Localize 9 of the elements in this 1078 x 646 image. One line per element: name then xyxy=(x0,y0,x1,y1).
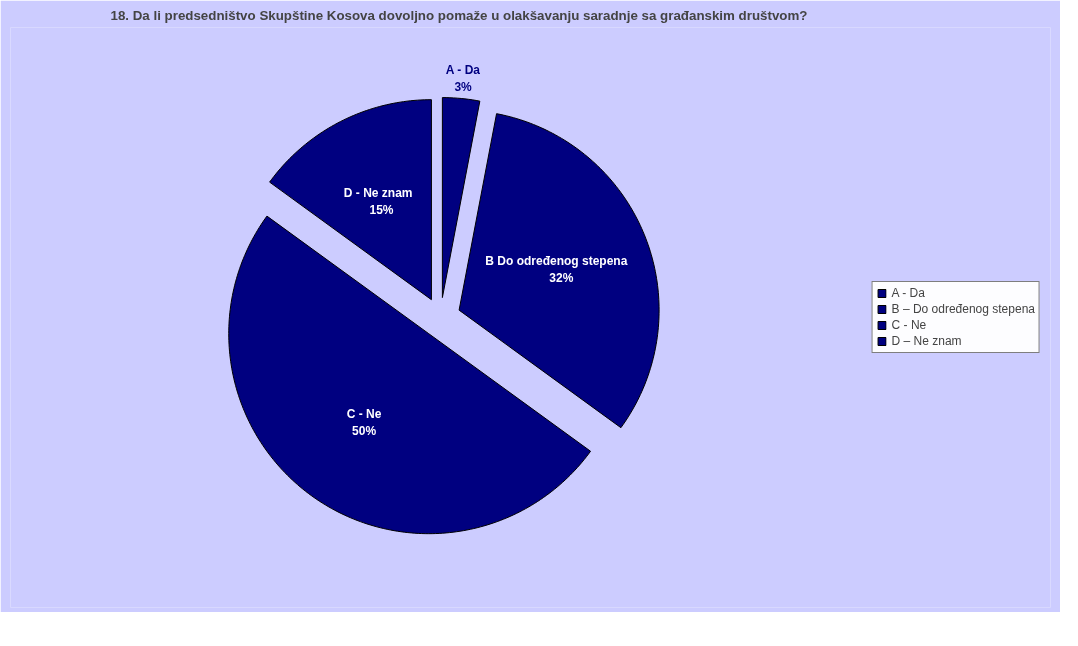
legend-label: C - Ne xyxy=(891,318,927,332)
chart-title: 18. Da li predsedništvo Skupštine Kosova dovoljno pomaže u olakšavanju saradnje sa građanskim društvom? xyxy=(110,7,808,23)
legend-label: A - Da xyxy=(891,286,925,300)
data-label: A - Da 3% xyxy=(445,63,481,94)
data-label: D - Ne znam 15% xyxy=(343,186,413,218)
legend-label: B – Do određenog stepena xyxy=(891,302,1035,316)
legend-label: D – Ne znam xyxy=(891,334,962,348)
data-label: C - Ne 50% xyxy=(346,407,382,439)
data-label: B Do određenog stepena 32% xyxy=(485,254,628,286)
